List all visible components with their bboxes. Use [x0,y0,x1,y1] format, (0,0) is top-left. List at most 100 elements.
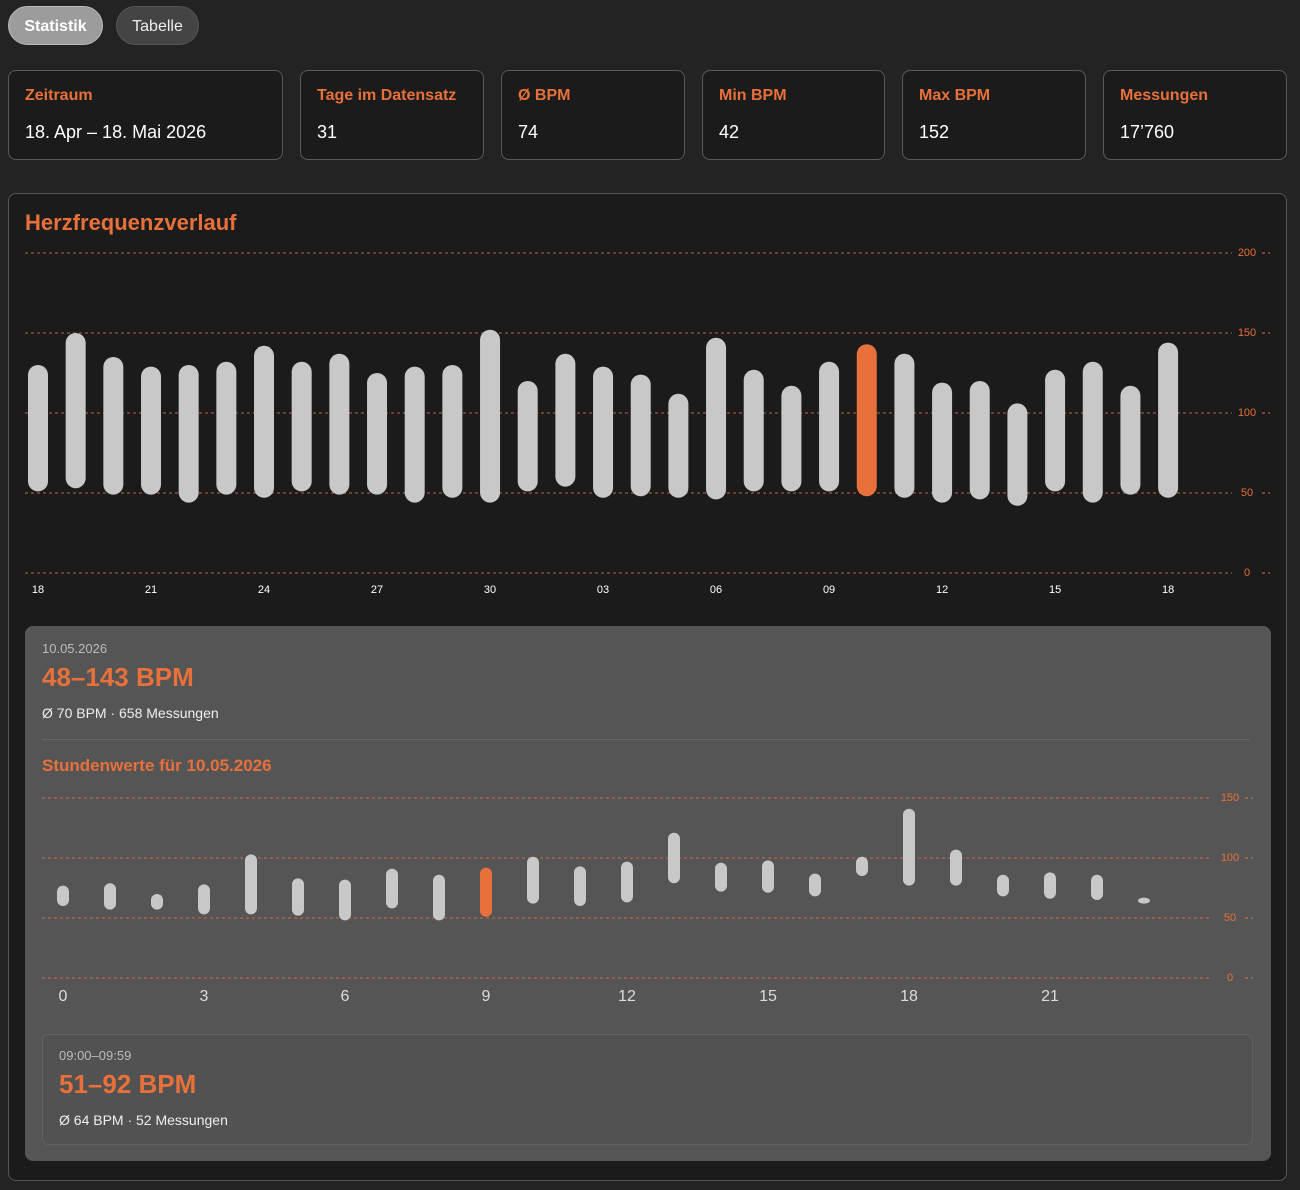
range-bar[interactable] [997,874,1009,897]
x-tick-label: 0 [59,988,68,1005]
range-bar[interactable] [593,366,614,498]
range-bar[interactable] [1120,385,1141,495]
x-tick-label: 21 [145,584,157,596]
range-bar[interactable] [245,854,257,915]
tab-tabelle[interactable]: Tabelle [116,6,199,45]
range-bar[interactable] [809,873,821,897]
y-tick-label: 150 [1221,792,1239,804]
x-tick-label: 06 [710,584,722,596]
range-bar[interactable] [781,385,802,492]
range-bar[interactable] [743,369,764,492]
stat-label: Ø BPM [518,87,571,104]
y-tick-label: 0 [1227,972,1233,984]
range-bar[interactable] [1045,369,1066,492]
x-tick-label: 09 [823,584,835,596]
range-bar[interactable] [1158,342,1179,498]
y-tick-label: 0 [1244,567,1250,579]
range-bar[interactable] [178,365,199,503]
stat-value: 31 [317,122,338,142]
range-bar[interactable] [969,381,990,500]
range-bar[interactable] [1082,361,1103,503]
range-bar[interactable] [386,868,398,909]
range-bar[interactable] [1138,897,1150,904]
range-bar[interactable] [442,365,463,498]
range-bar[interactable] [433,874,445,921]
range-bar[interactable] [339,879,351,921]
range-bar[interactable] [894,353,915,498]
range-bar[interactable] [1091,874,1103,900]
x-tick-label: 30 [484,584,496,596]
range-bar[interactable] [329,353,350,495]
x-tick-label: 27 [371,584,383,596]
range-bar[interactable] [104,883,116,910]
x-tick-label: 18 [32,584,44,596]
day-range: 48–143 BPM [42,662,194,692]
x-tick-label: 24 [258,584,270,596]
range-bar[interactable] [950,849,962,886]
stat-card: Zeitraum 18. Apr – 18. Mai 2026 [8,70,283,160]
hour-range: 51–92 BPM [59,1069,197,1099]
range-bar[interactable] [216,361,237,495]
range-bar[interactable] [903,808,915,886]
range-bar[interactable] [404,366,425,503]
range-bar[interactable] [28,365,48,492]
range-bar[interactable] [1044,872,1056,899]
y-tick-label: 50 [1224,912,1236,924]
range-bar[interactable] [292,878,304,916]
range-bar[interactable] [932,382,953,503]
hour-summary: Ø 64 BPM · 52 Messungen [59,1112,228,1128]
range-bar[interactable] [1007,403,1028,506]
range-bar[interactable] [141,366,162,495]
x-tick-label: 3 [200,988,209,1005]
x-tick-label: 03 [597,584,609,596]
range-bar[interactable] [151,894,163,910]
stat-value: 18. Apr – 18. Mai 2026 [25,122,207,142]
range-bar[interactable] [668,832,680,884]
stat-label: Zeitraum [25,87,93,104]
x-tick-label: 12 [618,988,636,1005]
range-bar[interactable] [574,866,586,906]
stat-card: Ø BPM 74 [501,70,685,160]
stat-label: Tage im Datensatz [317,87,457,104]
range-bar[interactable] [762,860,774,893]
range-bar[interactable] [621,861,633,903]
range-bar[interactable] [198,884,210,915]
range-bar[interactable] [630,374,651,497]
tab-statistik[interactable]: Statistik [8,6,103,45]
separator [42,739,1250,740]
day-date: 10.05.2026 [42,641,108,656]
stat-card: Min BPM 42 [702,70,885,160]
range-bar[interactable] [65,333,86,489]
range-bar[interactable] [367,373,388,495]
range-bar[interactable] [254,345,275,498]
range-bar[interactable] [856,344,877,497]
range-bar[interactable] [555,353,576,487]
range-bar[interactable] [706,337,727,500]
range-bar[interactable] [517,381,538,492]
hour-time: 09:00–09:59 [59,1048,132,1063]
stat-label: Max BPM [919,87,991,104]
y-tick-label: 150 [1238,327,1256,339]
range-bar[interactable] [527,856,539,904]
range-bar[interactable] [480,329,501,503]
x-tick-label: 18 [900,988,918,1005]
y-tick-label: 50 [1241,487,1253,499]
x-tick-label: 18 [1162,584,1174,596]
range-bar[interactable] [668,393,689,498]
range-bar[interactable] [57,885,69,906]
stat-label: Min BPM [719,87,787,104]
day-summary: Ø 70 BPM · 658 Messungen [42,705,219,721]
range-bar[interactable] [103,357,124,495]
stat-value: 74 [518,122,539,142]
range-bar[interactable] [819,361,840,492]
hour-detail [42,1034,1253,1145]
range-bar[interactable] [856,856,868,876]
range-bar[interactable] [715,862,727,892]
y-tick-label: 100 [1221,852,1239,864]
range-bar[interactable] [480,867,492,917]
range-bar[interactable] [291,361,312,492]
y-tick-label: 200 [1238,247,1256,259]
